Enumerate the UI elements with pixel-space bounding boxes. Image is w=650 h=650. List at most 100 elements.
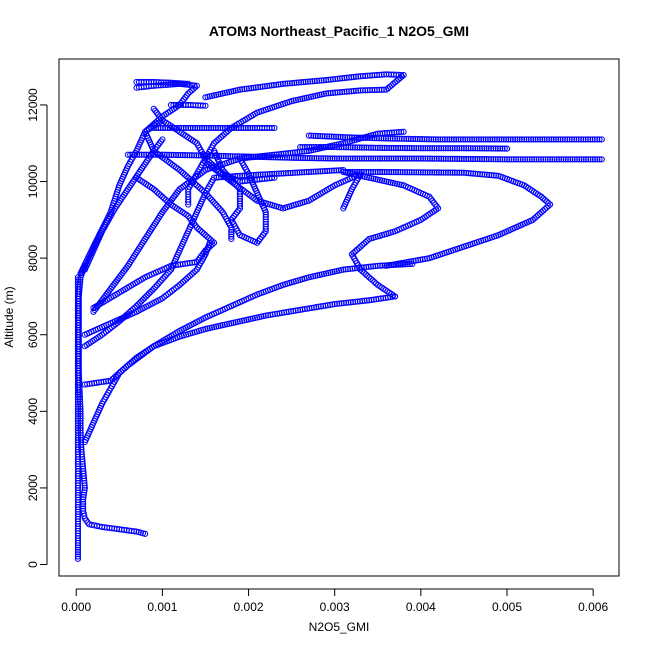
data-point (406, 169, 413, 176)
data-point (594, 156, 601, 163)
data-point (327, 89, 334, 97)
data-point (109, 376, 116, 383)
data-point (401, 155, 409, 162)
x-tick-label: 0.005 (492, 600, 522, 614)
data-point (361, 297, 368, 304)
data-point (126, 309, 133, 316)
data-point (366, 235, 373, 243)
data-point (425, 136, 433, 143)
data-point (537, 156, 545, 163)
data-point (392, 155, 400, 162)
data-point (533, 156, 540, 163)
data-point (545, 202, 552, 210)
data-point (526, 156, 533, 163)
data-point (262, 171, 269, 178)
data-point (304, 305, 311, 312)
data-point (481, 171, 488, 178)
data-point (316, 77, 323, 84)
data-point (345, 74, 353, 81)
data-point (313, 155, 320, 162)
data-point (415, 257, 422, 264)
data-point (488, 156, 495, 163)
data-point (492, 145, 499, 152)
data-point (349, 155, 356, 162)
data-point (576, 156, 583, 163)
data-point (331, 143, 338, 151)
data-point (426, 145, 434, 152)
data-point (490, 172, 497, 179)
data-point (449, 169, 456, 176)
data-point (180, 124, 187, 132)
data-point (533, 213, 540, 220)
data-point (566, 136, 573, 143)
data-point (141, 295, 148, 302)
data-point (269, 311, 276, 318)
data-point (481, 156, 488, 163)
data-point (239, 172, 246, 179)
data-point (185, 90, 192, 97)
data-point (340, 205, 347, 212)
data-point (213, 202, 220, 209)
data-point (569, 156, 576, 163)
data-point (188, 177, 195, 184)
y-tick-label: 2000 (26, 474, 40, 501)
data-point (143, 151, 150, 158)
data-point (517, 156, 524, 163)
data-point (159, 193, 166, 200)
data-point (451, 145, 458, 152)
data-point (483, 156, 490, 163)
data-point (433, 169, 440, 176)
data-point (390, 261, 397, 268)
data-point (532, 136, 539, 143)
data-point (399, 155, 406, 162)
data-point (571, 136, 578, 143)
data-point (440, 145, 447, 152)
data-point (197, 185, 204, 192)
data-point (268, 124, 276, 132)
data-point (395, 155, 402, 162)
data-point (136, 151, 143, 158)
data-point (444, 155, 452, 162)
data-point (259, 153, 266, 161)
data-point (357, 266, 364, 273)
data-point (350, 73, 357, 81)
data-point (205, 235, 213, 242)
data-point (474, 145, 481, 152)
data-point (131, 304, 138, 311)
data-point (332, 75, 339, 83)
data-point (198, 229, 206, 236)
data-point (134, 151, 141, 158)
chart-title: ATOM3 Northeast_Pacific_1 N2O5_GMI (209, 23, 469, 39)
data-point (486, 171, 493, 179)
data-point (306, 143, 313, 151)
data-point (128, 307, 135, 314)
data-point (406, 145, 413, 152)
data-point (295, 154, 302, 162)
data-point (185, 124, 192, 132)
data-point (186, 152, 193, 159)
data-point (295, 79, 302, 86)
data-point (156, 278, 164, 285)
data-point (284, 80, 291, 87)
data-point (193, 152, 200, 159)
data-point (538, 209, 545, 216)
data-point (268, 82, 275, 89)
data-point (429, 145, 436, 152)
data-point (510, 156, 517, 163)
data-point (185, 80, 192, 87)
data-point (314, 132, 322, 140)
data-point (444, 136, 451, 143)
data-point (512, 156, 520, 163)
data-point (270, 82, 278, 89)
data-point (334, 75, 341, 82)
data-point (376, 144, 384, 151)
data-point (345, 88, 353, 95)
data-point (336, 155, 343, 162)
data-point (175, 151, 182, 159)
data-point (410, 145, 418, 152)
x-axis: 0.000 0.001 0.002 0.003 0.004 0.005 0.006 (61, 588, 608, 614)
data-point (264, 82, 271, 90)
data-point (160, 275, 167, 282)
data-point (210, 124, 217, 132)
data-point (499, 156, 506, 163)
